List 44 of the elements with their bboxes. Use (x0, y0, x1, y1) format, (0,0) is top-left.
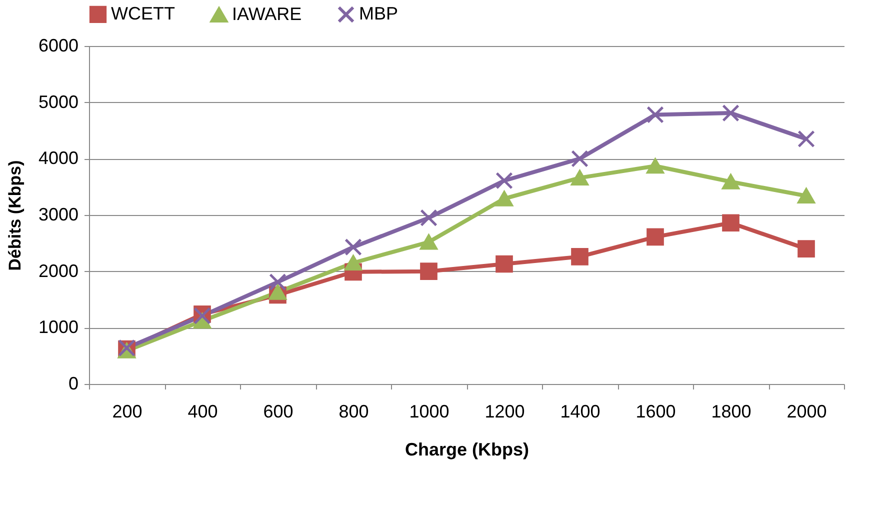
point (798, 188, 815, 204)
y-tick-label: 3000 (38, 204, 78, 224)
point (420, 209, 438, 226)
x-tick-label: 1400 (560, 402, 600, 422)
y-axis-title: Débits (Kbps) (5, 160, 24, 271)
point (420, 262, 438, 280)
x-tick-label: 1000 (409, 402, 450, 422)
point (798, 130, 815, 148)
x-tick-label: 400 (188, 402, 218, 422)
x-tick-label: 800 (338, 402, 369, 422)
y-tick-label: 2000 (38, 260, 78, 281)
point (646, 228, 664, 246)
x-tick-label: 200 (112, 402, 142, 422)
point (496, 255, 513, 273)
point (269, 284, 286, 300)
y-tick-label: 0 (68, 374, 78, 394)
point (571, 170, 588, 186)
x-tick-label: 1600 (636, 402, 676, 422)
point (496, 190, 513, 206)
point (344, 255, 362, 271)
point (496, 172, 513, 190)
point (344, 238, 362, 256)
point (722, 104, 740, 122)
y-tick-label: 4000 (38, 148, 78, 168)
point (722, 174, 740, 190)
legend-label: IAWARE (232, 4, 302, 24)
point (798, 240, 815, 258)
point (571, 248, 588, 266)
y-tick-label: 6000 (38, 36, 78, 56)
legend-label: MBP (359, 3, 398, 24)
point (646, 158, 664, 174)
y-tick-label: 1000 (38, 317, 78, 338)
x-tick-label: 1200 (484, 402, 525, 422)
point (722, 214, 740, 232)
y-tick-label: 5000 (38, 92, 78, 112)
x-tick-label: 2000 (786, 402, 827, 422)
legend-label: WCETT (111, 3, 175, 24)
x-tick-label: 600 (263, 402, 294, 422)
x-axis-title: Charge (Kbps) (404, 440, 530, 460)
point (420, 234, 438, 250)
point (571, 150, 588, 168)
point (269, 273, 286, 291)
point (646, 106, 664, 124)
x-tick-label: 1800 (711, 402, 752, 422)
